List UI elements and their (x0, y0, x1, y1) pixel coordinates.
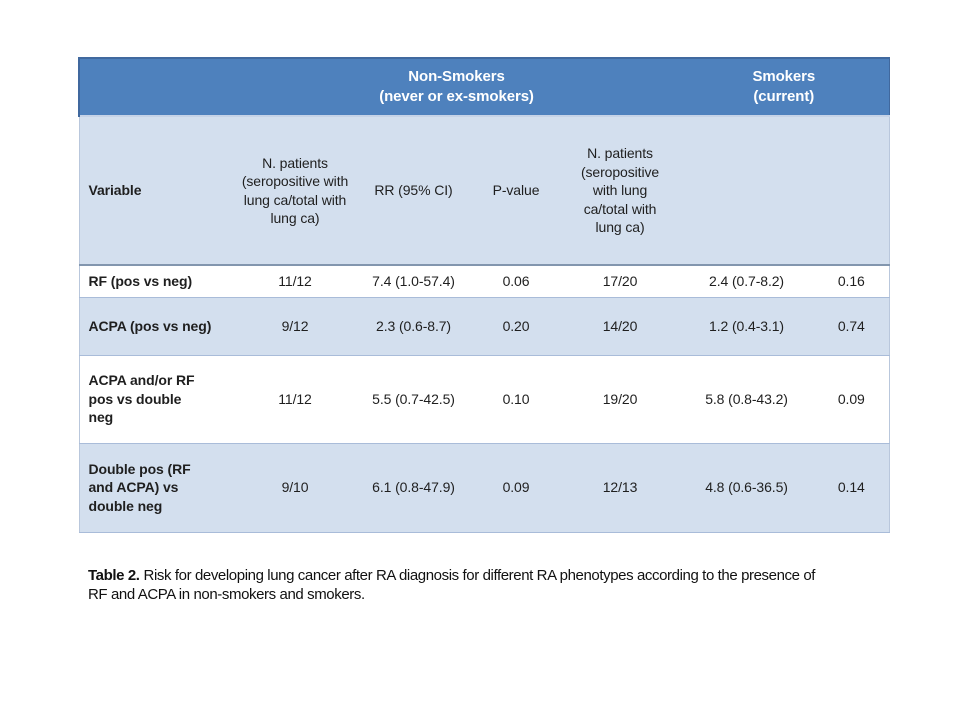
table-row-acpa: ACPA (pos vs neg) 9/12 2.3 (0.6-8.7) 0.2… (79, 296, 890, 355)
cell-acpa-or-rf-ns-n: 11/12 (234, 354, 356, 443)
table-row-acpa-or-rf: ACPA and/or RF pos vs double neg 11/12 5… (79, 354, 890, 443)
cell-double-pos-variable-line1: Double pos (RF (88, 460, 191, 477)
group-header-nonsmokers-line1: Non-Smokers (408, 68, 505, 86)
cell-double-pos-variable-line3: double neg (88, 497, 163, 514)
col-header-ns-patients-line4: lung ca) (270, 209, 320, 226)
col-header-ns-patients: N. patients (seropositive with lung ca/t… (234, 115, 356, 265)
cell-double-pos-s-n: 12/13 (561, 442, 680, 533)
group-header-row: Non-Smokers (never or ex-smokers) Smoker… (78, 57, 890, 116)
table-row-double-pos: Double pos (RF and ACPA) vs double neg 9… (79, 442, 890, 533)
table-row-rf: RF (pos vs neg) 11/12 7.4 (1.0-57.4) 0.0… (79, 264, 890, 297)
table-caption-text1: Risk for developing lung cancer after RA… (143, 567, 816, 584)
cell-rf-ns-rr: 7.4 (1.0-57.4) (356, 264, 471, 297)
results-table: Non-Smokers (never or ex-smokers) Smoker… (78, 57, 890, 533)
cell-rf-ns-p: 0.06 (471, 264, 561, 297)
cell-acpa-s-rr: 1.2 (0.4-3.1) (679, 296, 815, 355)
col-header-rr: RR (95% CI) (356, 115, 471, 265)
col-header-variable: Variable (79, 115, 234, 265)
col-header-s-patients-line5: lung ca) (595, 219, 645, 236)
cell-acpa-or-rf-ns-rr: 5.5 (0.7-42.5) (356, 354, 471, 443)
col-header-s-patients: N. patients (seropositive with lung ca/t… (561, 115, 680, 265)
table-caption-label: Table 2. (88, 567, 140, 584)
cell-acpa-s-p: 0.74 (814, 296, 890, 355)
group-header-smokers-line2: (current) (753, 88, 815, 105)
cell-rf-s-n: 17/20 (561, 264, 680, 297)
cell-acpa-or-rf-s-rr: 5.8 (0.8-43.2) (679, 354, 815, 443)
col-header-s-patients-line2: (seropositive (580, 163, 660, 180)
cell-acpa-or-rf-variable-line1: ACPA and/or RF (88, 372, 195, 389)
group-header-nonsmokers-line2: (never or ex-smokers) (379, 88, 534, 105)
cell-acpa-ns-p: 0.20 (471, 296, 561, 355)
col-header-s-pvalue-empty (814, 115, 890, 265)
col-header-ns-patients-line3: lung ca/total with (243, 191, 347, 208)
group-header-smokers-line1: Smokers (752, 68, 816, 86)
cell-acpa-or-rf-variable: ACPA and/or RF pos vs double neg (79, 354, 234, 443)
cell-acpa-or-rf-ns-p: 0.10 (471, 354, 561, 443)
table-caption-text2: RF and ACPA in non-smokers and smokers. (88, 586, 365, 604)
table-caption: Table 2. Risk for developing lung cancer … (88, 566, 878, 604)
cell-rf-variable: RF (pos vs neg) (79, 264, 234, 297)
table-caption-line1: Table 2. Risk for developing lung cancer … (88, 567, 815, 584)
cell-acpa-or-rf-variable-line3: neg (88, 409, 114, 426)
cell-acpa-or-rf-variable-line2: pos vs double (88, 390, 182, 407)
cell-acpa-variable: ACPA (pos vs neg) (79, 296, 234, 355)
cell-rf-ns-n: 11/12 (234, 264, 356, 297)
cell-acpa-or-rf-s-n: 19/20 (561, 354, 680, 443)
cell-double-pos-variable-line2: and ACPA) vs (88, 479, 179, 496)
cell-double-pos-ns-rr: 6.1 (0.8-47.9) (356, 442, 471, 533)
column-header-row: Variable N. patients (seropositive with … (79, 115, 890, 265)
cell-double-pos-s-rr: 4.8 (0.6-36.5) (679, 442, 815, 533)
cell-double-pos-s-p: 0.14 (814, 442, 890, 533)
cell-rf-s-rr: 2.4 (0.7-8.2) (679, 264, 815, 297)
cell-acpa-variable-line1: ACPA (pos vs neg) (88, 317, 212, 334)
group-header-empty-cell (78, 57, 234, 116)
col-header-ns-patients-line2: (seropositive with (241, 173, 349, 190)
col-header-s-rr-empty (679, 115, 815, 265)
cell-acpa-ns-n: 9/12 (234, 296, 356, 355)
cell-double-pos-variable: Double pos (RF and ACPA) vs double neg (79, 442, 234, 533)
cell-double-pos-ns-n: 9/10 (234, 442, 356, 533)
cell-acpa-or-rf-s-p: 0.09 (814, 354, 890, 443)
group-header-smokers: Smokers (current) (679, 57, 890, 116)
cell-rf-s-p: 0.16 (814, 264, 890, 297)
col-header-ns-patients-line1: N. patients (262, 154, 328, 171)
cell-acpa-s-n: 14/20 (561, 296, 680, 355)
col-header-s-patients-line3: with lung (592, 182, 648, 199)
col-header-s-patients-line1: N. patients (587, 145, 653, 162)
cell-double-pos-ns-p: 0.09 (471, 442, 561, 533)
cell-acpa-ns-rr: 2.3 (0.6-8.7) (356, 296, 471, 355)
cell-rf-variable-line1: RF (pos vs neg) (88, 273, 193, 290)
col-header-s-patients-line4: ca/total with (583, 200, 657, 217)
group-header-nonsmokers: Non-Smokers (never or ex-smokers) (234, 57, 680, 116)
col-header-pvalue: P-value (471, 115, 561, 265)
